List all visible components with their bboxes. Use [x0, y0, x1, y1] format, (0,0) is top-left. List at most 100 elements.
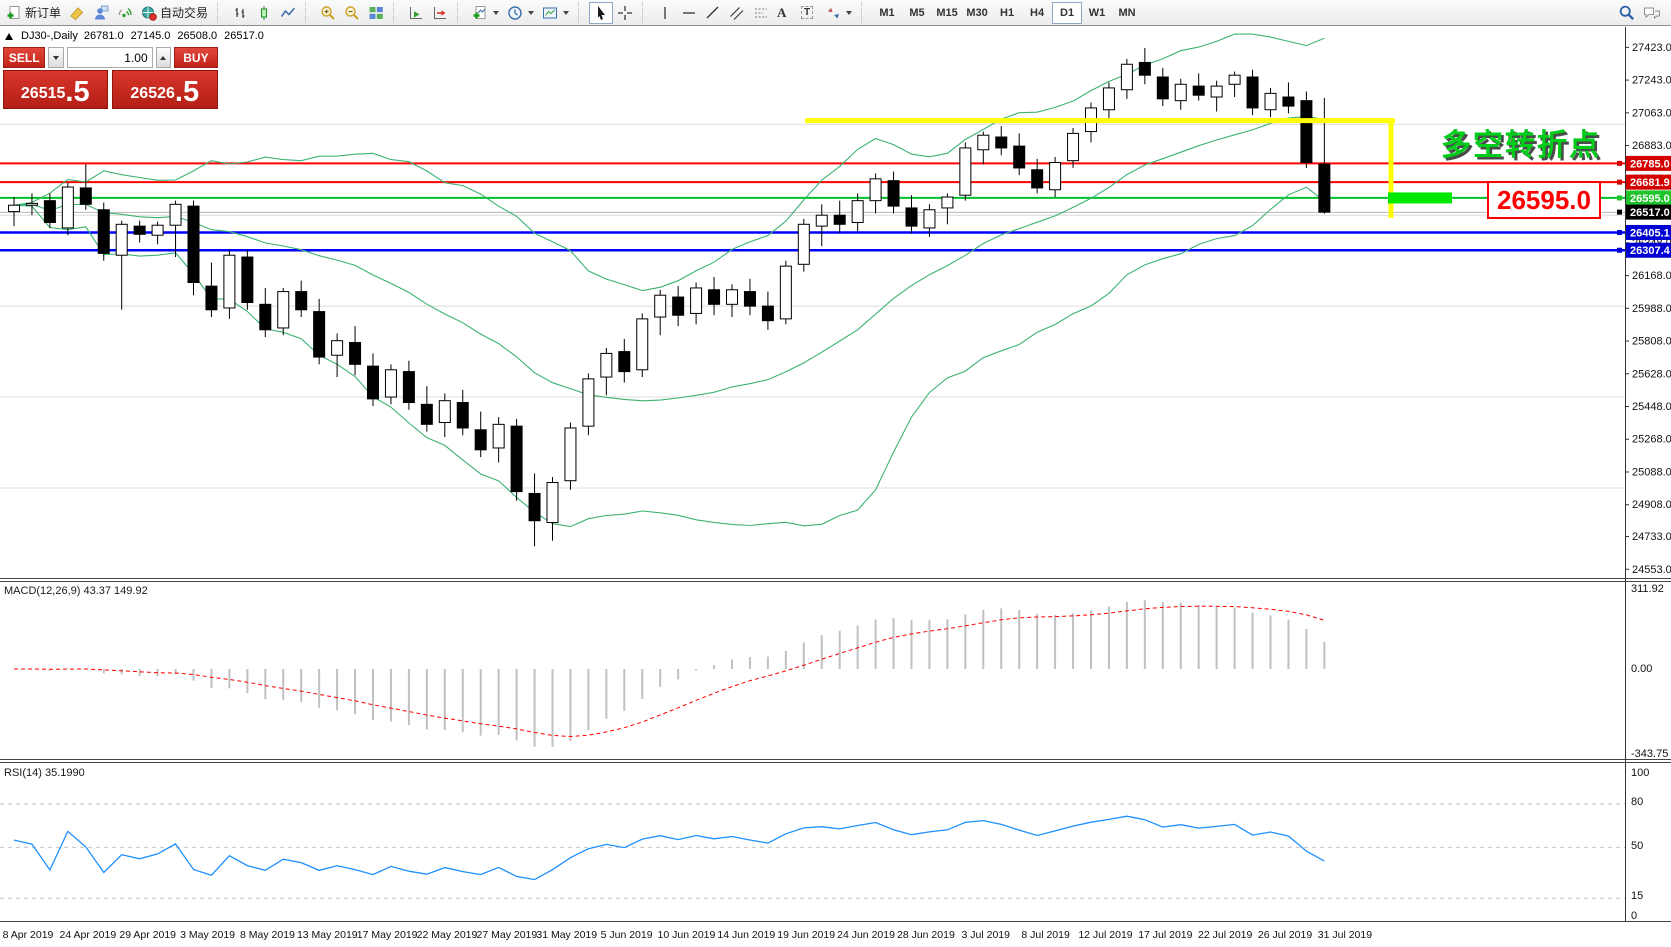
auto-scroll-icon — [408, 5, 424, 21]
timeframe-mn[interactable]: MN — [1112, 2, 1142, 24]
price-tick-label: 24908.0 — [1632, 499, 1671, 511]
candle — [1049, 161, 1062, 191]
trendline-icon — [705, 5, 721, 21]
zoom-out-button[interactable] — [340, 2, 364, 24]
candle — [797, 223, 810, 265]
sell-button[interactable]: SELL — [3, 47, 46, 68]
candle — [1102, 87, 1115, 111]
date-label: 31 Jul 2019 — [1318, 929, 1372, 941]
toolbar-separator — [642, 2, 648, 23]
bar-chart-button[interactable] — [228, 2, 252, 24]
arrows-icon — [825, 5, 841, 21]
one-click-trading-panel: SELL BUY 26515 .5 26526 .5 — [3, 47, 218, 109]
date-label: 31 May 2019 — [536, 929, 597, 941]
trendline-tool-button[interactable] — [701, 2, 725, 24]
zoom-in-button[interactable] — [316, 2, 340, 24]
periods-button[interactable] — [503, 2, 538, 24]
date-label: 10 Jun 2019 — [658, 929, 716, 941]
candle — [384, 369, 397, 398]
price-callout-box: 26595.0 — [1487, 181, 1601, 219]
candle — [528, 492, 541, 522]
indicators-button[interactable] — [468, 2, 503, 24]
bid-price-main: 26515 — [20, 85, 66, 102]
timeframe-h1[interactable]: H1 — [992, 2, 1022, 24]
horizontal-line-icon — [681, 5, 697, 21]
cursor-tool-button[interactable] — [589, 1, 614, 24]
autotrading-icon — [141, 5, 157, 21]
community-button[interactable] — [89, 2, 113, 24]
symbol-triangle-icon — [5, 32, 13, 40]
candle — [241, 256, 254, 304]
volume-input[interactable] — [66, 47, 153, 68]
crosshair-icon — [617, 5, 633, 21]
macd-min-label: -343.75 — [1631, 748, 1668, 760]
template-icon — [542, 5, 558, 21]
candle — [474, 429, 487, 451]
autotrading-button[interactable]: 自动交易 — [137, 2, 212, 24]
candle — [564, 427, 577, 482]
text-label-tool-button[interactable]: T — [797, 2, 821, 24]
timeframe-d1[interactable]: D1 — [1052, 1, 1083, 24]
new-order-button[interactable]: 新订单 — [2, 2, 65, 24]
candle — [205, 285, 218, 311]
bid-price-tile[interactable]: 26515 .5 — [3, 70, 108, 109]
date-label: 19 Jun 2019 — [777, 929, 835, 941]
macd-zero-label: 0.00 — [1631, 663, 1652, 675]
bollinger-middle-band — [13, 115, 1325, 402]
crosshair-tool-button[interactable] — [613, 2, 637, 24]
price-badge — [1626, 155, 1671, 171]
timeframe-m30[interactable]: M30 — [962, 2, 992, 24]
candle — [923, 209, 936, 229]
line-chart-button[interactable] — [276, 2, 300, 24]
ask-price-tile[interactable]: 26526 .5 — [111, 70, 218, 109]
bid-price-fraction: .5 — [65, 76, 90, 108]
metaeditor-button[interactable] — [65, 2, 89, 24]
timeframe-h4[interactable]: H4 — [1022, 2, 1052, 24]
auto-scroll-button[interactable] — [404, 2, 428, 24]
badge-anchor — [1617, 195, 1622, 201]
price-tick-label: 25088.0 — [1632, 466, 1671, 478]
candle — [1174, 83, 1187, 102]
date-label: 24 Apr 2019 — [60, 929, 117, 941]
bollinger-lower-band — [13, 186, 1325, 528]
date-label: 14 Jun 2019 — [717, 929, 775, 941]
timeframe-m1[interactable]: M1 — [872, 2, 902, 24]
price-badge-label: 26307.4 — [1630, 245, 1671, 257]
tile-windows-button[interactable] — [364, 2, 388, 24]
macd-signal-line — [14, 605, 1325, 738]
timeframe-m5[interactable]: M5 — [902, 2, 932, 24]
main-panel — [8, 33, 1452, 547]
buy-button[interactable]: BUY — [173, 47, 218, 68]
candle — [1192, 85, 1205, 96]
arrows-tool-button[interactable] — [821, 2, 856, 24]
chart-shift-button[interactable] — [428, 2, 452, 24]
vertical-line-tool-button[interactable] — [653, 2, 677, 24]
channel-tool-button[interactable] — [725, 2, 749, 24]
chat-button[interactable] — [1639, 2, 1665, 24]
dropdown-arrow-icon — [563, 10, 570, 15]
search-button[interactable] — [1614, 2, 1639, 24]
bollinger-upper-band — [13, 33, 1325, 292]
candle — [510, 425, 523, 493]
candlestick-chart-button[interactable] — [252, 2, 276, 24]
price-tick-label: 24733.0 — [1632, 531, 1671, 543]
ask-price-main: 26526 — [130, 85, 175, 102]
price-badge-label: 26405.1 — [1630, 227, 1670, 239]
candle — [43, 200, 56, 223]
templates-button[interactable] — [538, 2, 573, 24]
text-tool-button[interactable]: A — [773, 2, 797, 24]
fibonacci-tool-button[interactable] — [749, 2, 773, 24]
volume-decrease-button[interactable] — [48, 47, 64, 68]
signals-button[interactable] — [113, 2, 137, 24]
price-tick-label: 27063.0 — [1632, 107, 1671, 119]
close-value: 26517.0 — [224, 30, 264, 42]
volume-increase-button[interactable] — [155, 47, 171, 68]
price-badge-label: 26595.0 — [1630, 193, 1670, 205]
horizontal-line-tool-button[interactable] — [677, 2, 701, 24]
equidistant-channel-icon — [729, 5, 745, 21]
timeframe-w1[interactable]: W1 — [1082, 2, 1112, 24]
timeframe-m15[interactable]: M15 — [932, 2, 962, 24]
toolbar-separator — [861, 2, 867, 23]
candle — [223, 254, 236, 309]
